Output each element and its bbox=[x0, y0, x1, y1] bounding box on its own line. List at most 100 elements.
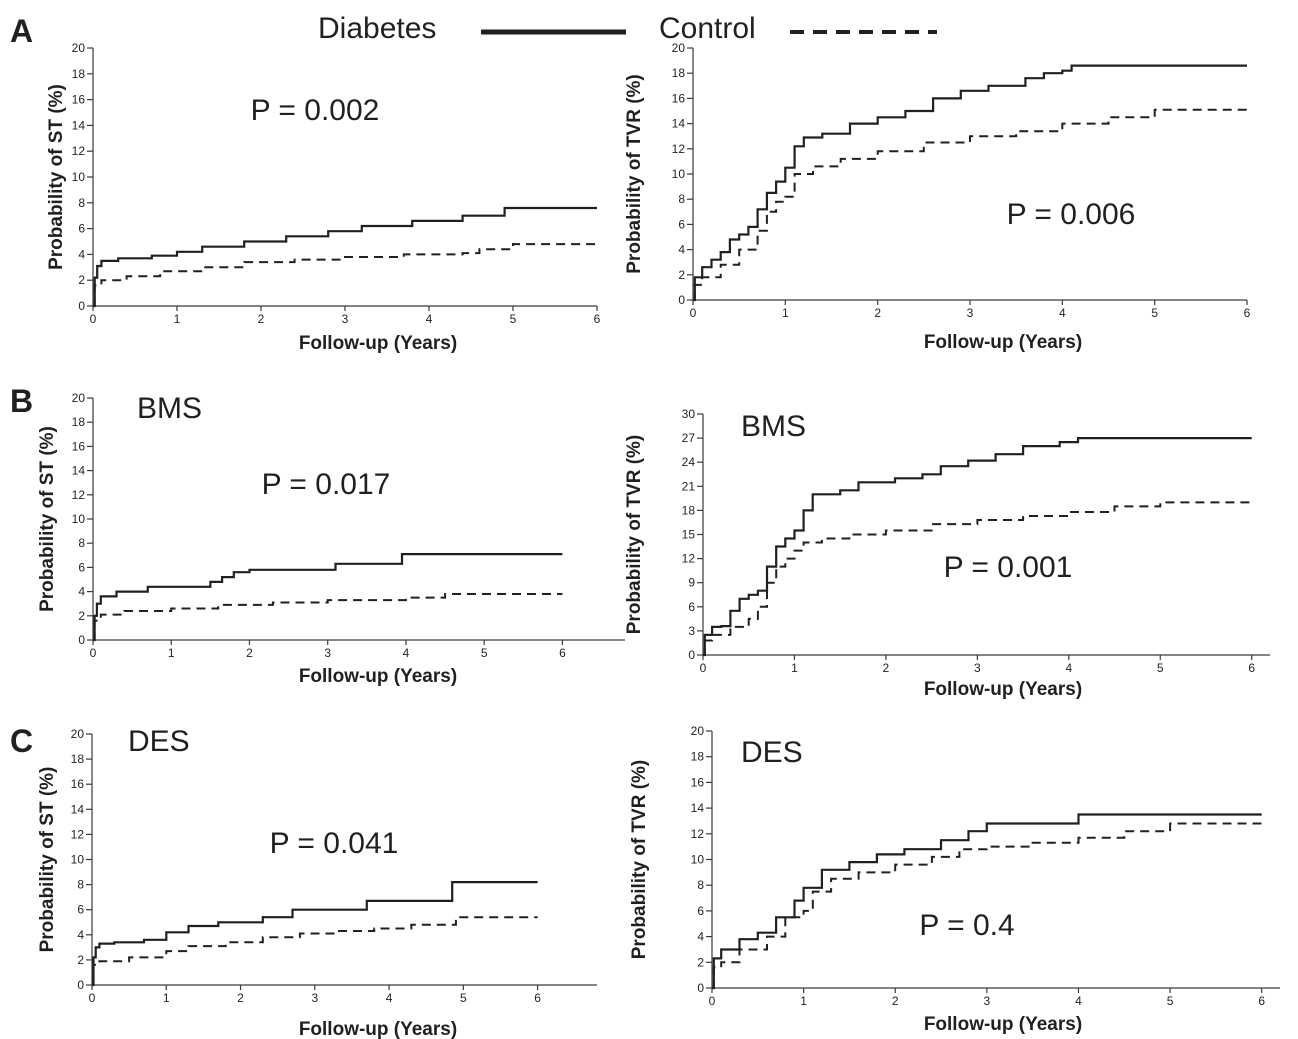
b-st-y-tick-label: 0 bbox=[78, 633, 85, 647]
a-tvr-y-tick-label: 18 bbox=[672, 66, 686, 80]
b-tvr-y-axis-label: Probability of TVR (%) bbox=[624, 435, 645, 635]
a-st-y-tick-label: 6 bbox=[78, 222, 85, 236]
c-tvr-y-tick-label: 4 bbox=[697, 930, 704, 944]
b-tvr-x-tick-label: 0 bbox=[700, 661, 707, 675]
c-st-x-tick-label: 6 bbox=[534, 991, 541, 1005]
a-tvr-y-tick-label: 14 bbox=[672, 117, 686, 131]
c-tvr-y-tick-label: 18 bbox=[691, 750, 705, 764]
b-tvr-y-tick-label: 18 bbox=[682, 503, 696, 517]
b-st-y-tick-label: 6 bbox=[78, 560, 85, 574]
c-tvr-series-diabetes bbox=[712, 813, 1262, 990]
c-st-y-tick-label: 16 bbox=[71, 777, 85, 791]
b-st-y-tick-label: 10 bbox=[72, 512, 86, 526]
c-st-x-tick-label: 5 bbox=[460, 991, 467, 1005]
c-st-y-axis-label: Probability of ST (%) bbox=[37, 767, 58, 953]
b-st-x-tick-label: 1 bbox=[168, 646, 175, 660]
a-st-y-tick-label: 12 bbox=[72, 144, 86, 158]
a-tvr-y-tick-label: 2 bbox=[678, 268, 685, 282]
b-tvr-p-value: P = 0.001 bbox=[944, 551, 1073, 584]
a-tvr-x-tick-label: 1 bbox=[782, 306, 789, 320]
a-tvr-y-tick-label: 12 bbox=[672, 142, 686, 156]
b-tvr-x-tick-label: 6 bbox=[1248, 661, 1255, 675]
a-st-y-tick-label: 2 bbox=[78, 273, 85, 287]
c-tvr-y-tick-label: 14 bbox=[691, 801, 705, 815]
c-tvr-x-tick-label: 3 bbox=[983, 994, 990, 1008]
c-tvr-x-tick-label: 5 bbox=[1167, 994, 1174, 1008]
a-tvr-x-tick-label: 3 bbox=[967, 306, 974, 320]
a-st-x-tick-label: 2 bbox=[258, 312, 265, 326]
a-tvr-y-tick-label: 6 bbox=[678, 217, 685, 231]
b-tvr-y-tick-label: 9 bbox=[688, 576, 695, 590]
b-st-x-tick-label: 6 bbox=[559, 646, 566, 660]
a-st-y-tick-label: 14 bbox=[72, 118, 86, 132]
b-st-y-axis-label: Probability of ST (%) bbox=[37, 426, 58, 612]
b-tvr-y-tick-label: 24 bbox=[682, 455, 696, 469]
a-tvr-p-value: P = 0.006 bbox=[1007, 198, 1136, 231]
c-tvr-y-tick-label: 12 bbox=[691, 827, 705, 841]
b-tvr-series-diabetes bbox=[703, 437, 1252, 657]
c-st-x-tick-label: 3 bbox=[311, 991, 318, 1005]
a-st-x-tick-label: 6 bbox=[594, 312, 601, 326]
c-tvr-y-tick-label: 20 bbox=[691, 724, 705, 738]
c-st-y-tick-label: 6 bbox=[77, 903, 84, 917]
a-tvr-x-tick-label: 4 bbox=[1059, 306, 1066, 320]
b-tvr-subtitle: BMS bbox=[741, 410, 806, 443]
a-tvr-x-tick-label: 6 bbox=[1244, 306, 1251, 320]
a-st-y-axis-label: Probability of ST (%) bbox=[46, 84, 67, 270]
figure-legend: Diabetes Control bbox=[318, 12, 937, 45]
a-st-y-tick-label: 8 bbox=[78, 196, 85, 210]
panel-letter-b: B bbox=[10, 383, 33, 419]
legend-label-diabetes: Diabetes bbox=[318, 12, 436, 45]
a-tvr-y-tick-label: 4 bbox=[678, 243, 685, 257]
c-st-series-control bbox=[92, 916, 538, 986]
b-st-series-control bbox=[93, 593, 563, 641]
a-tvr-series-control bbox=[693, 108, 1247, 301]
c-tvr-y-tick-label: 10 bbox=[691, 853, 705, 867]
a-st-x-tick-label: 5 bbox=[510, 312, 517, 326]
b-st-y-tick-label: 4 bbox=[78, 585, 85, 599]
b-tvr-x-tick-label: 3 bbox=[974, 661, 981, 675]
b-tvr-series-control bbox=[703, 501, 1252, 656]
c-st-x-tick-label: 2 bbox=[237, 991, 244, 1005]
b-tvr-x-axis-label: Follow-up (Years) bbox=[924, 679, 1082, 700]
c-st-y-tick-label: 2 bbox=[77, 953, 84, 967]
panel-letter-c: C bbox=[10, 723, 33, 759]
a-st-x-tick-label: 4 bbox=[426, 312, 433, 326]
a-st-series-diabetes bbox=[93, 206, 597, 308]
b-st-x-axis-label: Follow-up (Years) bbox=[299, 666, 457, 687]
b-st-y-tick-label: 8 bbox=[78, 536, 85, 550]
b-st-x-tick-label: 5 bbox=[481, 646, 488, 660]
c-tvr-y-tick-label: 16 bbox=[691, 775, 705, 789]
c-st-y-tick-label: 8 bbox=[77, 878, 84, 892]
c-tvr-p-value: P = 0.4 bbox=[919, 909, 1014, 942]
b-st-y-tick-label: 18 bbox=[72, 415, 86, 429]
b-tvr-x-tick-label: 4 bbox=[1065, 661, 1072, 675]
c-tvr-x-tick-label: 2 bbox=[892, 994, 899, 1008]
a-st-series-control bbox=[93, 243, 597, 307]
c-st-x-axis-label: Follow-up (Years) bbox=[299, 1019, 457, 1039]
c-tvr-x-tick-label: 1 bbox=[800, 994, 807, 1008]
c-st-y-tick-label: 12 bbox=[71, 827, 85, 841]
a-st-y-tick-label: 0 bbox=[78, 299, 85, 313]
a-st-y-tick-label: 4 bbox=[78, 247, 85, 261]
a-st-x-tick-label: 3 bbox=[342, 312, 349, 326]
b-tvr-x-tick-label: 5 bbox=[1157, 661, 1164, 675]
c-tvr-subtitle: DES bbox=[741, 736, 803, 769]
a-tvr-y-tick-label: 10 bbox=[672, 167, 686, 181]
a-st-x-tick-label: 0 bbox=[90, 312, 97, 326]
c-tvr-x-tick-label: 4 bbox=[1075, 994, 1082, 1008]
b-st-p-value: P = 0.017 bbox=[262, 468, 391, 501]
c-tvr-x-axis-label: Follow-up (Years) bbox=[924, 1014, 1082, 1035]
c-tvr-y-tick-label: 6 bbox=[697, 904, 704, 918]
c-st-series-diabetes bbox=[92, 881, 538, 987]
a-tvr-x-axis-label: Follow-up (Years) bbox=[924, 332, 1082, 353]
a-st-y-tick-label: 16 bbox=[72, 93, 86, 107]
b-st-y-tick-label: 12 bbox=[72, 488, 86, 502]
b-tvr-y-tick-label: 3 bbox=[688, 624, 695, 638]
a-st-y-tick-label: 10 bbox=[72, 170, 86, 184]
b-tvr-y-tick-label: 12 bbox=[682, 552, 696, 566]
a-tvr-y-tick-label: 16 bbox=[672, 91, 686, 105]
